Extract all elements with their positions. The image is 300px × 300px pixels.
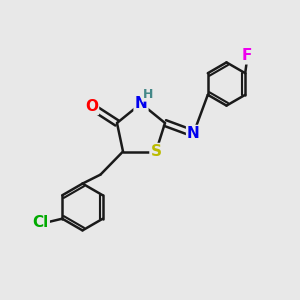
Text: H: H (142, 88, 153, 101)
Text: F: F (242, 48, 252, 63)
Text: S: S (151, 144, 161, 159)
Text: Cl: Cl (32, 215, 49, 230)
Text: N: N (135, 96, 147, 111)
Text: N: N (187, 126, 200, 141)
Text: O: O (85, 99, 98, 114)
